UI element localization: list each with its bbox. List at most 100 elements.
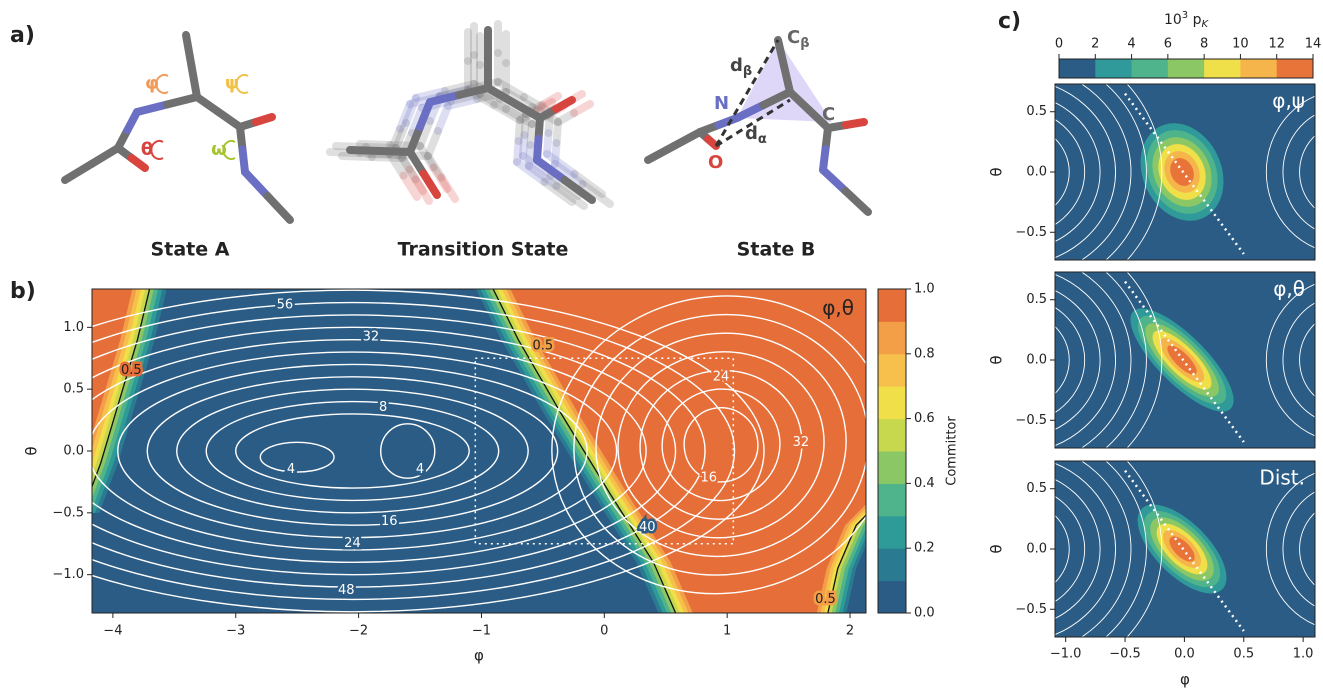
contour-line bbox=[1055, 462, 1116, 636]
bond bbox=[476, 90, 510, 113]
colorbar-frame bbox=[1058, 58, 1314, 79]
bond bbox=[416, 98, 434, 131]
bond bbox=[356, 140, 394, 149]
bond bbox=[733, 101, 768, 122]
contour-line bbox=[617, 351, 825, 539]
subplot: φ,ψ bbox=[1055, 84, 1315, 260]
caption: Transition State bbox=[398, 239, 569, 261]
colorbar-title: 103 pK bbox=[1164, 10, 1210, 30]
atom-label: Cβ bbox=[787, 27, 810, 51]
y-tick-label: 0.0 bbox=[63, 444, 84, 459]
bond bbox=[484, 84, 518, 107]
bond bbox=[61, 160, 96, 184]
bond bbox=[424, 127, 442, 160]
colorbar-frame bbox=[877, 288, 907, 614]
contour-line bbox=[1055, 495, 1086, 603]
bond bbox=[514, 116, 524, 145]
colorbar-swatch bbox=[878, 386, 906, 420]
bond bbox=[526, 120, 536, 149]
committor-region bbox=[846, 545, 866, 613]
contour-line bbox=[1299, 323, 1315, 397]
contour-label: 24 bbox=[713, 369, 730, 384]
bond bbox=[87, 144, 122, 168]
colorbar-swatch bbox=[878, 548, 906, 582]
label-main: C bbox=[787, 27, 800, 48]
contour-line bbox=[827, 514, 866, 613]
bond bbox=[570, 100, 594, 117]
bond bbox=[490, 101, 524, 124]
y-axis-label: θ bbox=[23, 446, 41, 455]
bond bbox=[774, 36, 788, 70]
bond bbox=[399, 171, 421, 201]
colorbar-tick-label: 10 bbox=[1232, 37, 1249, 52]
x-tick-label: 0.5 bbox=[1233, 647, 1254, 662]
colorbar-label: Committor bbox=[945, 416, 960, 486]
annotation: Dist. bbox=[1259, 466, 1305, 490]
bond bbox=[193, 93, 223, 116]
y-axis-label: θ bbox=[988, 544, 1006, 553]
colorbar-tick-label: 8 bbox=[1200, 37, 1208, 52]
x-tick-label: 2 bbox=[846, 624, 854, 639]
contour-line bbox=[1080, 272, 1132, 448]
x-axis-label: φ bbox=[474, 647, 484, 665]
contour-line bbox=[1299, 512, 1315, 586]
x-tick-label: −4 bbox=[103, 624, 122, 639]
contour-line bbox=[1055, 479, 1101, 619]
annotation: φ,θ bbox=[1273, 277, 1305, 301]
y-tick-label: −0.5 bbox=[1015, 225, 1047, 240]
contour-line bbox=[595, 332, 847, 558]
atom-label: dα bbox=[745, 123, 767, 147]
y-tick-label: −0.5 bbox=[1015, 413, 1047, 428]
committor-region bbox=[92, 289, 133, 435]
contour-line bbox=[92, 351, 618, 551]
bond bbox=[551, 160, 587, 188]
bond bbox=[376, 147, 414, 156]
colorbar-tick-label: 4 bbox=[1127, 37, 1135, 52]
bond bbox=[704, 135, 720, 150]
bond bbox=[494, 78, 528, 101]
contour-label: 0.5 bbox=[815, 592, 836, 607]
colorbar-tick-label: 14 bbox=[1305, 37, 1322, 52]
x-tick-label: 0.0 bbox=[1174, 647, 1195, 662]
plot-area: 56 32 8 4 4 16 24 48 24 16 32 40 0.5 0.5 0.5 φ,θ bbox=[92, 289, 866, 613]
contour-line bbox=[1055, 102, 1101, 242]
contour-label: 48 bbox=[338, 583, 355, 598]
x-tick-label: −2 bbox=[349, 624, 368, 639]
y-tick-label: −1.0 bbox=[52, 567, 84, 582]
bond bbox=[444, 95, 481, 110]
contour-line bbox=[551, 295, 866, 595]
bond bbox=[670, 128, 704, 150]
contour-line bbox=[92, 314, 706, 588]
annotation: φ,θ bbox=[822, 296, 854, 320]
contour-line bbox=[1055, 290, 1101, 430]
bond bbox=[552, 96, 576, 113]
bond bbox=[252, 113, 276, 126]
colorbar-swatch bbox=[878, 353, 906, 387]
contour-label: 0.5 bbox=[533, 338, 554, 353]
contour-label: 16 bbox=[700, 471, 717, 486]
dihedral-arc bbox=[222, 140, 236, 160]
colorbar-tick-label: 0.0 bbox=[914, 606, 935, 621]
bond bbox=[416, 117, 434, 150]
bond bbox=[560, 176, 596, 204]
x-tick-label: 1.0 bbox=[1293, 647, 1314, 662]
x-axis-label: φ bbox=[1180, 671, 1190, 688]
colorbar-swatch bbox=[878, 321, 906, 355]
bond bbox=[520, 110, 530, 139]
colorbar-swatch bbox=[1095, 59, 1133, 78]
bond bbox=[502, 105, 536, 128]
y-tick-label: 0.5 bbox=[1026, 481, 1047, 496]
bond bbox=[241, 168, 272, 200]
bond bbox=[759, 88, 794, 109]
bond bbox=[127, 154, 149, 172]
contour-line bbox=[1080, 461, 1132, 637]
contour-line bbox=[1055, 514, 1070, 584]
contour-line bbox=[1055, 306, 1086, 414]
annotation: φ,ψ bbox=[1272, 89, 1305, 113]
title-part: 10 bbox=[1164, 12, 1182, 28]
bond bbox=[437, 173, 459, 203]
contour-line bbox=[1265, 472, 1315, 626]
bond bbox=[424, 152, 446, 182]
bond bbox=[551, 139, 561, 168]
label-sub: β bbox=[743, 64, 752, 79]
